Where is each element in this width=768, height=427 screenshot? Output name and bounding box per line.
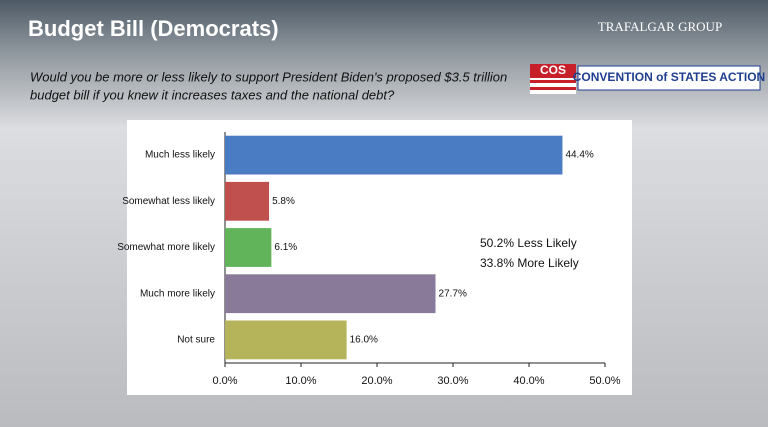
value-label: 6.1% — [274, 242, 297, 253]
y-tick-label: Not sure — [177, 335, 215, 346]
badge — [530, 64, 576, 78]
subtitle: Would you be more or less likely to supp… — [30, 69, 507, 84]
y-tick-label: Somewhat more likely — [117, 242, 215, 253]
annotation: 33.8% More Likely — [480, 256, 579, 270]
x-tick-label: 40.0% — [513, 375, 544, 387]
logo-text: CONVENTION of STATES ACTION — [573, 70, 765, 84]
bar — [225, 320, 347, 360]
value-label: 27.7% — [439, 288, 467, 299]
y-tick-label: Much less likely — [145, 150, 215, 161]
x-tick-label: 50.0% — [589, 375, 620, 387]
value-label: 44.4% — [565, 150, 593, 161]
bar — [225, 135, 563, 175]
value-label: 5.8% — [272, 196, 295, 207]
stripe — [530, 87, 576, 90]
logo-box — [577, 65, 761, 91]
subtitle: budget bill if you knew it increases tax… — [30, 87, 395, 102]
y-tick-label: Much more likely — [140, 288, 215, 299]
stripe — [530, 80, 576, 83]
bar — [225, 228, 272, 267]
bar — [225, 274, 436, 314]
x-tick-label: 10.0% — [285, 375, 316, 387]
value-label: 16.0% — [350, 335, 378, 346]
cos-logo: COS CONVENTION of STATES ACTION — [530, 63, 765, 94]
x-tick-label: 20.0% — [361, 375, 392, 387]
x-tick-label: 30.0% — [437, 375, 468, 387]
logo: TRAFALGAR GROUP — [598, 19, 722, 34]
logo-cos: COS — [540, 63, 566, 77]
y-tick-label: Somewhat less likely — [122, 196, 215, 207]
slide-title: Budget Bill (Democrats) — [28, 16, 279, 41]
annotation: 50.2% Less Likely — [480, 236, 577, 250]
x-tick-label: 0.0% — [212, 375, 237, 387]
bar — [225, 181, 270, 221]
